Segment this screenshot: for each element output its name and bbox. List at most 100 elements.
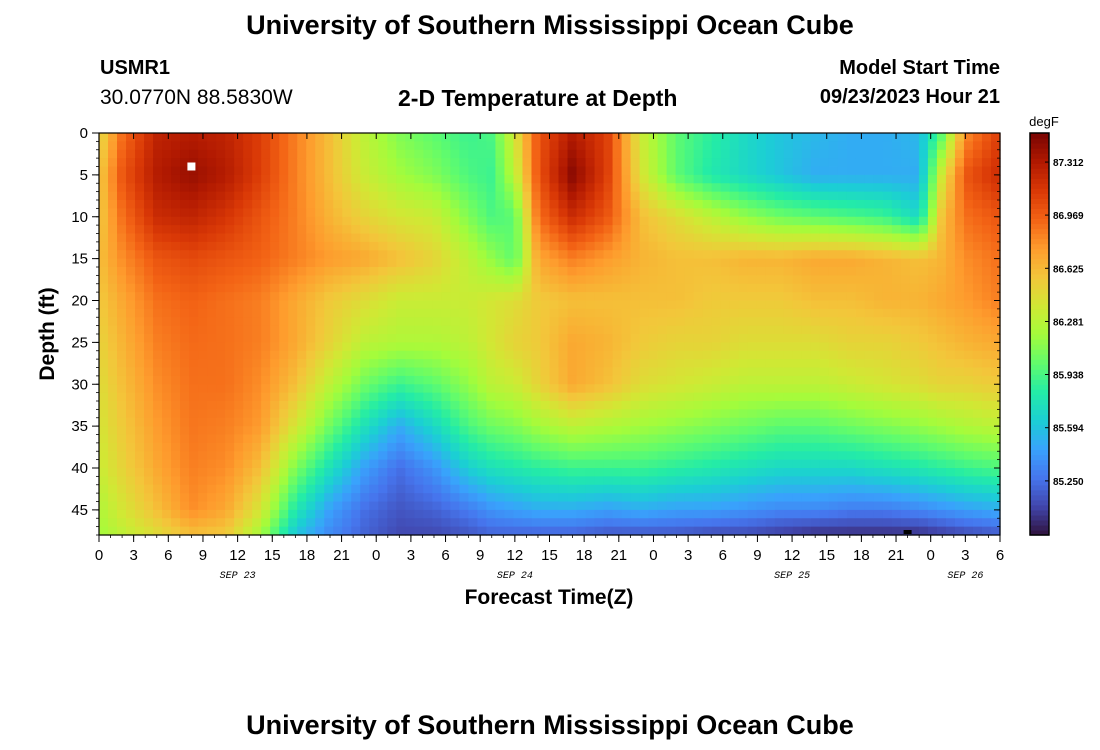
heatmap-cell <box>351 166 361 176</box>
heatmap-cell <box>720 191 731 201</box>
heatmap-cell <box>441 267 451 276</box>
heatmap-cell <box>891 158 902 168</box>
heatmap-cell <box>252 375 262 385</box>
heatmap-cell <box>621 484 632 494</box>
heatmap-cell <box>648 367 659 377</box>
heatmap-cell <box>477 174 488 184</box>
heatmap-cell <box>684 208 695 218</box>
heatmap-cell <box>855 342 866 352</box>
heatmap-cell <box>936 225 947 235</box>
heatmap-cell <box>153 250 163 260</box>
heatmap-cell <box>612 451 623 461</box>
heatmap-cell <box>387 401 397 410</box>
heatmap-cell <box>621 459 632 469</box>
heatmap-cell <box>657 451 668 461</box>
heatmap-cell <box>783 317 794 327</box>
heatmap-cell <box>315 275 325 285</box>
x-tick-label: 6 <box>164 547 172 564</box>
heatmap-cell <box>783 258 794 268</box>
heatmap-cell <box>756 225 767 235</box>
heatmap-cell <box>666 183 677 193</box>
heatmap-cell <box>234 392 244 402</box>
heatmap-cell <box>405 409 415 419</box>
heatmap-cell <box>819 417 830 427</box>
heatmap-cell <box>972 275 983 285</box>
heatmap-cell <box>891 300 902 310</box>
heatmap-cell <box>144 292 154 302</box>
heatmap-cell <box>432 158 442 168</box>
heatmap-cell <box>810 442 821 452</box>
heatmap-cell <box>873 149 884 159</box>
heatmap-cell <box>567 509 578 519</box>
heatmap-cell <box>882 501 893 511</box>
heatmap-cell <box>162 493 172 503</box>
heatmap-cell <box>225 451 235 461</box>
heatmap-cell <box>450 216 460 226</box>
heatmap-cell <box>324 216 334 226</box>
heatmap-cell <box>873 409 884 419</box>
heatmap-cell <box>954 225 965 235</box>
heatmap-cell <box>405 308 415 318</box>
heatmap-cell <box>126 133 136 142</box>
heatmap-cell <box>990 317 1001 327</box>
heatmap-cell <box>711 392 722 402</box>
heatmap-cell <box>135 484 145 494</box>
heatmap-cell <box>432 317 442 327</box>
heatmap-cell <box>819 434 830 444</box>
heatmap-cell <box>324 258 334 268</box>
heatmap-cell <box>198 501 208 511</box>
heatmap-cell <box>702 292 713 302</box>
heatmap-cell <box>135 468 145 477</box>
heatmap-cell <box>180 367 190 377</box>
heatmap-cell <box>801 141 812 151</box>
heatmap-cell <box>603 250 614 260</box>
heatmap-cell <box>909 417 920 427</box>
heatmap-cell <box>531 158 542 168</box>
heatmap-cell <box>297 350 307 360</box>
heatmap-cell <box>990 518 1001 528</box>
heatmap-cell <box>126 501 136 511</box>
heatmap-cell <box>891 501 902 511</box>
heatmap-cell <box>180 384 190 394</box>
heatmap-cell <box>414 493 424 503</box>
heatmap-cell <box>585 342 596 352</box>
heatmap-cell <box>153 183 163 193</box>
heatmap-cell <box>765 417 776 427</box>
heatmap-cell <box>549 283 560 293</box>
heatmap-cell <box>621 250 632 260</box>
heatmap-cell <box>180 434 190 444</box>
heatmap-cell <box>864 509 875 519</box>
heatmap-cell <box>639 133 650 142</box>
heatmap-cell <box>504 300 515 310</box>
heatmap-cell <box>225 392 235 402</box>
heatmap-cell <box>135 359 145 369</box>
heatmap-cell <box>657 241 668 251</box>
heatmap-cell <box>396 476 406 486</box>
heatmap-cell <box>774 334 785 343</box>
heatmap-cell <box>729 250 740 260</box>
heatmap-cell <box>315 334 325 343</box>
heatmap-cell <box>198 442 208 452</box>
heatmap-cell <box>432 434 442 444</box>
heatmap-cell <box>594 417 605 427</box>
heatmap-cell <box>351 334 361 343</box>
heatmap-cell <box>729 208 740 218</box>
heatmap-cell <box>522 501 533 511</box>
heatmap-cell <box>432 141 442 151</box>
heatmap-cell <box>351 384 361 394</box>
heatmap-cell <box>450 451 460 461</box>
heatmap-cell <box>729 409 740 419</box>
heatmap-cell <box>153 476 163 486</box>
heatmap-cell <box>504 225 515 235</box>
heatmap-cell <box>936 267 947 276</box>
heatmap-cell <box>252 401 262 410</box>
heatmap-cell <box>288 451 298 461</box>
heatmap-cell <box>207 526 217 536</box>
heatmap-cell <box>234 350 244 360</box>
heatmap-cell <box>225 141 235 151</box>
heatmap-cell <box>684 258 695 268</box>
heatmap-cell <box>180 518 190 528</box>
heatmap-cell <box>315 434 325 444</box>
heatmap-cell <box>432 392 442 402</box>
heatmap-cell <box>990 334 1001 343</box>
